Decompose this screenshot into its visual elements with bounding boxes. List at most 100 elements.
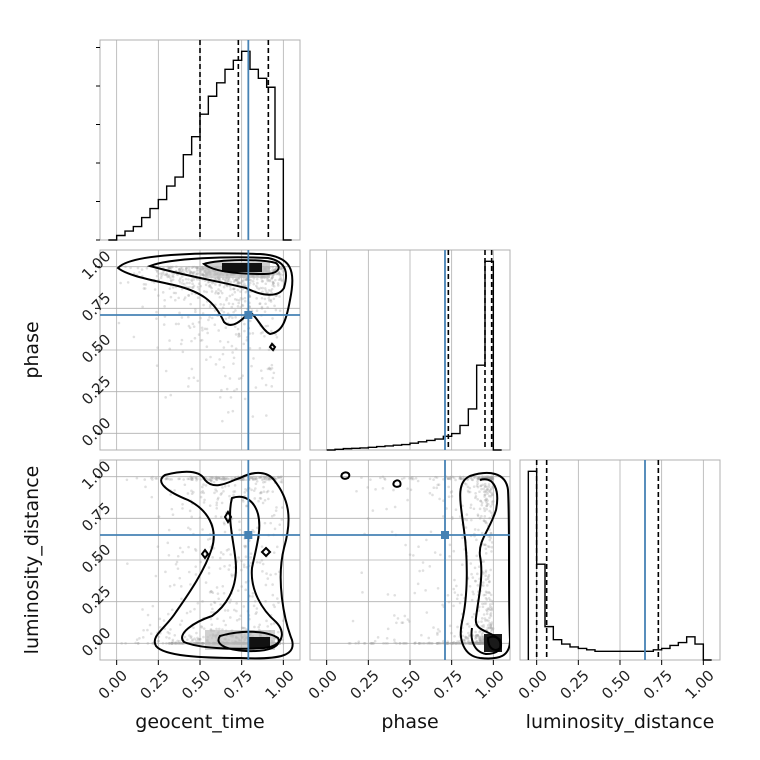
- scatter-point: [482, 560, 485, 563]
- scatter-point: [248, 319, 252, 323]
- scatter-point: [366, 517, 370, 520]
- scatter-point: [480, 640, 483, 644]
- scatter-point: [214, 278, 217, 281]
- scatter-point: [280, 518, 284, 521]
- scatter-point: [218, 283, 222, 286]
- scatter-point: [281, 273, 285, 277]
- scatter-point: [234, 347, 238, 350]
- scatter-point: [242, 278, 246, 282]
- scatter-point: [168, 347, 172, 351]
- scatter-point: [244, 488, 247, 491]
- scatter-point: [166, 631, 170, 634]
- scatter-point: [250, 476, 253, 480]
- scatter-point: [221, 306, 225, 309]
- scatter-point: [174, 322, 178, 326]
- scatter-point: [191, 638, 194, 641]
- scatter-point: [234, 316, 237, 319]
- scatter-point: [166, 612, 170, 616]
- scatter-point: [236, 281, 240, 285]
- scatter-point: [204, 581, 208, 584]
- scatter-point: [236, 589, 240, 592]
- scatter-point: [196, 268, 199, 271]
- scatter-point: [252, 282, 256, 286]
- scatter-point: [262, 485, 265, 489]
- scatter-point: [459, 477, 463, 480]
- scatter-point: [414, 641, 417, 645]
- scatter-point: [271, 273, 275, 277]
- scatter-point: [225, 284, 229, 288]
- scatter-point: [249, 552, 253, 555]
- scatter-point: [421, 569, 425, 572]
- scatter-point: [488, 490, 492, 493]
- scatter-point: [463, 638, 467, 641]
- scatter-point: [171, 640, 174, 644]
- scatter-point: [151, 475, 154, 479]
- scatter-point: [458, 476, 462, 480]
- scatter-point: [229, 396, 233, 399]
- scatter-point: [234, 309, 237, 312]
- scatter-point: [477, 642, 481, 645]
- scatter-point: [228, 294, 232, 298]
- scatter-point: [471, 615, 474, 619]
- scatter-point: [172, 642, 175, 645]
- scatter-point: [448, 477, 452, 481]
- scatter-point: [233, 389, 236, 393]
- scatter-point: [465, 622, 469, 626]
- scatter-point: [178, 311, 181, 315]
- scatter-point: [405, 642, 408, 645]
- scatter-point: [125, 478, 129, 482]
- scatter-point: [259, 497, 263, 500]
- scatter-point: [490, 628, 494, 632]
- truth-marker: [244, 311, 253, 319]
- scatter-point: [192, 626, 195, 630]
- scatter-point: [420, 633, 423, 637]
- scatter-point: [241, 498, 244, 502]
- scatter-point: [450, 642, 453, 645]
- scatter-point: [480, 642, 484, 645]
- scatter-point: [209, 285, 212, 289]
- scatter-point: [489, 531, 493, 535]
- scatter-point: [210, 286, 213, 290]
- scatter-point: [266, 324, 270, 328]
- scatter-point: [227, 548, 230, 551]
- scatter-point: [393, 593, 397, 597]
- scatter-point: [176, 567, 180, 570]
- scatter-point: [198, 637, 202, 641]
- scatter-point: [466, 636, 470, 639]
- scatter-point: [488, 621, 492, 625]
- scatter-point: [478, 638, 482, 642]
- scatter-point: [184, 269, 188, 272]
- scatter-point: [197, 320, 201, 324]
- scatter-point: [406, 487, 409, 490]
- scatter-point: [270, 276, 274, 280]
- scatter-point: [190, 367, 194, 371]
- scatter-point: [490, 477, 494, 481]
- scatter-point: [227, 302, 231, 305]
- scatter-point: [233, 279, 237, 282]
- scatter-point: [478, 639, 481, 642]
- histogram-phase: [326, 260, 502, 451]
- scatter-point: [480, 634, 484, 638]
- scatter-point: [162, 323, 166, 326]
- scatter-point: [270, 385, 274, 388]
- x-tick-label: 0.75: [220, 666, 256, 702]
- contour-outer: [459, 472, 510, 660]
- scatter-point: [264, 324, 268, 328]
- scatter-point: [215, 478, 219, 481]
- scatter-point: [402, 642, 406, 645]
- scatter-point: [490, 500, 494, 504]
- x-tick-label: 0.50: [388, 666, 424, 702]
- scatter-point: [195, 631, 198, 635]
- scatter-point: [189, 528, 192, 531]
- scatter-point: [483, 617, 487, 620]
- scatter-point: [172, 291, 176, 295]
- scatter-point: [192, 325, 196, 328]
- scatter-point: [215, 586, 219, 589]
- scatter-point: [199, 478, 202, 481]
- scatter-point: [216, 292, 220, 295]
- scatter-point: [217, 476, 220, 480]
- scatter-point: [218, 567, 222, 570]
- scatter-point: [216, 617, 219, 621]
- scatter-point: [489, 475, 493, 479]
- scatter-point: [171, 286, 175, 289]
